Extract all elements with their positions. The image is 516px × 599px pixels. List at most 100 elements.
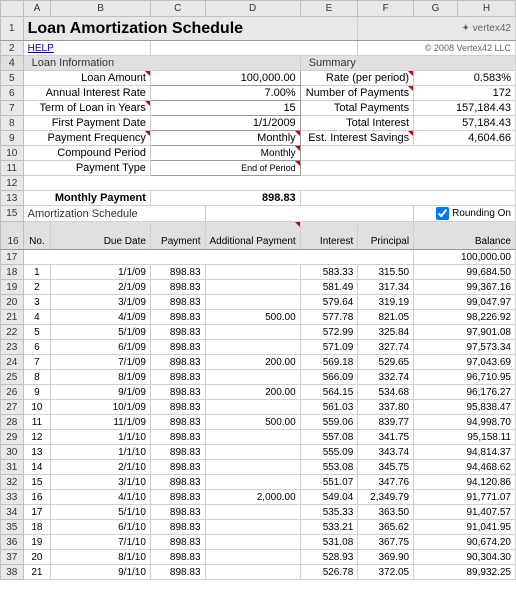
row-hdr[interactable]: 11 xyxy=(1,161,24,176)
cell-interest[interactable]: 549.04 xyxy=(300,490,358,505)
cell-payment[interactable]: 898.83 xyxy=(150,325,205,340)
cell-due[interactable]: 5/1/10 xyxy=(51,505,151,520)
cell-additional[interactable] xyxy=(205,475,300,490)
col-hdr[interactable]: B xyxy=(51,1,151,17)
cell-additional[interactable]: 200.00 xyxy=(205,385,300,400)
cell-due[interactable]: 4/1/10 xyxy=(51,490,151,505)
cell-principal[interactable]: 319.19 xyxy=(358,295,414,310)
cell-due[interactable]: 6/1/10 xyxy=(51,520,151,535)
cell-interest[interactable]: 581.49 xyxy=(300,280,358,295)
cell-interest[interactable]: 564.15 xyxy=(300,385,358,400)
corner-cell[interactable] xyxy=(1,1,24,17)
cell-balance[interactable]: 97,043.69 xyxy=(414,355,516,370)
cell-interest[interactable]: 569.18 xyxy=(300,355,358,370)
cell-additional[interactable] xyxy=(205,445,300,460)
cell-balance[interactable]: 90,674.20 xyxy=(414,535,516,550)
row-hdr[interactable]: 1 xyxy=(1,17,24,41)
cell-interest[interactable]: 526.78 xyxy=(300,565,358,580)
row-hdr[interactable]: 31 xyxy=(1,460,24,475)
cell-balance[interactable]: 97,901.08 xyxy=(414,325,516,340)
cell-no[interactable]: 2 xyxy=(23,280,51,295)
row-hdr[interactable]: 16 xyxy=(1,222,24,250)
cell-payment[interactable]: 898.83 xyxy=(150,460,205,475)
cell-no[interactable]: 20 xyxy=(23,550,51,565)
row-hdr[interactable]: 5 xyxy=(1,71,24,86)
cell-no[interactable]: 13 xyxy=(23,445,51,460)
row-hdr[interactable]: 10 xyxy=(1,146,24,161)
row-hdr[interactable]: 25 xyxy=(1,370,24,385)
cell-principal[interactable]: 315.50 xyxy=(358,265,414,280)
cell-interest[interactable]: 553.08 xyxy=(300,460,358,475)
cell-additional[interactable] xyxy=(205,370,300,385)
cell-balance[interactable]: 94,120.86 xyxy=(414,475,516,490)
cell-due[interactable]: 9/1/10 xyxy=(51,565,151,580)
cell-no[interactable]: 7 xyxy=(23,355,51,370)
cell-interest[interactable]: 551.07 xyxy=(300,475,358,490)
cell-additional[interactable] xyxy=(205,520,300,535)
cell-additional[interactable] xyxy=(205,400,300,415)
col-hdr[interactable]: C xyxy=(150,1,205,17)
cell-payment[interactable]: 898.83 xyxy=(150,265,205,280)
cell-additional[interactable] xyxy=(205,340,300,355)
help-link[interactable]: HELP xyxy=(28,43,54,54)
cell-due[interactable]: 8/1/09 xyxy=(51,370,151,385)
cell-principal[interactable]: 365.62 xyxy=(358,520,414,535)
cell-no[interactable]: 17 xyxy=(23,505,51,520)
cell-due[interactable]: 2/1/09 xyxy=(51,280,151,295)
cell-principal[interactable]: 345.75 xyxy=(358,460,414,475)
cell-principal[interactable]: 363.50 xyxy=(358,505,414,520)
cell-principal[interactable]: 367.75 xyxy=(358,535,414,550)
cell-additional[interactable] xyxy=(205,430,300,445)
cell-interest[interactable]: 583.33 xyxy=(300,265,358,280)
row-hdr[interactable]: 35 xyxy=(1,520,24,535)
row-hdr[interactable]: 17 xyxy=(1,250,24,265)
cell-balance[interactable]: 97,573.34 xyxy=(414,340,516,355)
row-hdr[interactable]: 30 xyxy=(1,445,24,460)
row-hdr[interactable]: 22 xyxy=(1,325,24,340)
cell-balance[interactable]: 98,226.92 xyxy=(414,310,516,325)
col-hdr[interactable]: G xyxy=(414,1,458,17)
cell-no[interactable]: 5 xyxy=(23,325,51,340)
cell-no[interactable]: 3 xyxy=(23,295,51,310)
cell-payment[interactable]: 898.83 xyxy=(150,310,205,325)
row-hdr[interactable]: 12 xyxy=(1,176,24,191)
cell-due[interactable]: 4/1/09 xyxy=(51,310,151,325)
cell-due[interactable]: 7/1/10 xyxy=(51,535,151,550)
cell-no[interactable]: 1 xyxy=(23,265,51,280)
paytype-value[interactable]: End of Period xyxy=(150,161,300,176)
cell-due[interactable]: 8/1/10 xyxy=(51,550,151,565)
cell-interest[interactable]: 557.08 xyxy=(300,430,358,445)
row-hdr[interactable]: 18 xyxy=(1,265,24,280)
cell-balance[interactable]: 96,710.95 xyxy=(414,370,516,385)
row-hdr[interactable]: 4 xyxy=(1,56,24,71)
cell-principal[interactable]: 317.34 xyxy=(358,280,414,295)
col-hdr[interactable]: D xyxy=(205,1,300,17)
cell-balance[interactable]: 94,998.70 xyxy=(414,415,516,430)
cell-principal[interactable]: 341.75 xyxy=(358,430,414,445)
cell-payment[interactable]: 898.83 xyxy=(150,355,205,370)
cell-balance[interactable]: 91,407.57 xyxy=(414,505,516,520)
row-hdr[interactable]: 2 xyxy=(1,41,24,56)
cell-principal[interactable]: 337.80 xyxy=(358,400,414,415)
col-hdr[interactable]: H xyxy=(458,1,516,17)
cell-payment[interactable]: 898.83 xyxy=(150,505,205,520)
cell-payment[interactable]: 898.83 xyxy=(150,385,205,400)
first-date-value[interactable]: 1/1/2009 xyxy=(150,116,300,131)
row-hdr[interactable]: 24 xyxy=(1,355,24,370)
row-hdr[interactable]: 28 xyxy=(1,415,24,430)
cell-additional[interactable] xyxy=(205,280,300,295)
row-hdr[interactable]: 29 xyxy=(1,430,24,445)
cell-additional[interactable] xyxy=(205,505,300,520)
col-hdr[interactable]: A xyxy=(23,1,51,17)
cell-due[interactable]: 1/1/09 xyxy=(51,265,151,280)
freq-value[interactable]: Monthly xyxy=(150,131,300,146)
cell-additional[interactable] xyxy=(205,460,300,475)
annual-rate-value[interactable]: 7.00% xyxy=(150,86,300,101)
cell-balance[interactable]: 91,771.07 xyxy=(414,490,516,505)
row-hdr[interactable]: 9 xyxy=(1,131,24,146)
cell-balance[interactable]: 90,304.30 xyxy=(414,550,516,565)
term-value[interactable]: 15 xyxy=(150,101,300,116)
row-hdr[interactable]: 6 xyxy=(1,86,24,101)
cell-payment[interactable]: 898.83 xyxy=(150,550,205,565)
cell-payment[interactable]: 898.83 xyxy=(150,475,205,490)
